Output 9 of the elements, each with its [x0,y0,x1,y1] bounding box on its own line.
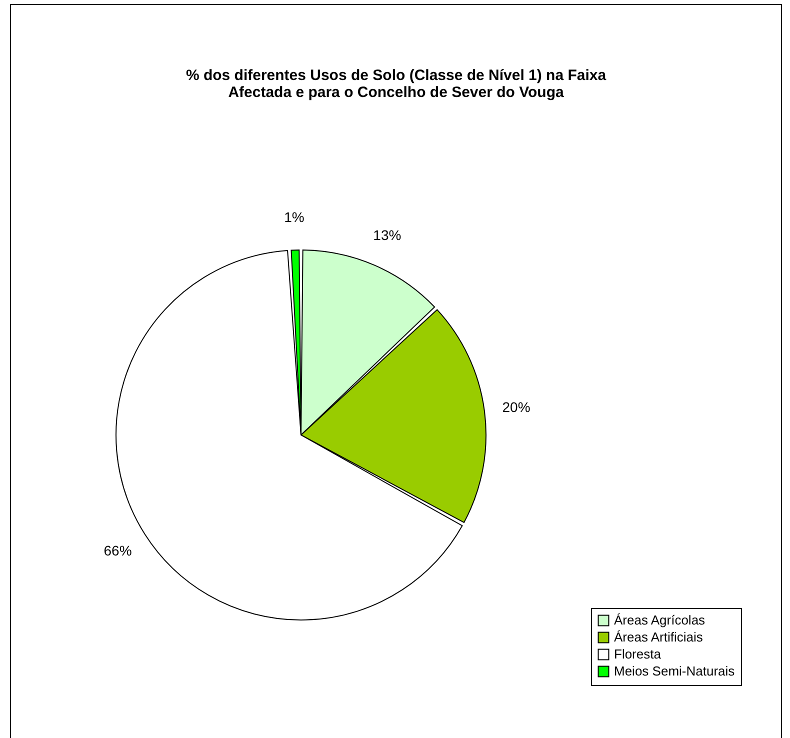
chart-title: % dos diferentes Usos de Solo (Classe de Nível 1) na Faixa Afectada e para o Concelho de Sever do Vouga [186,67,607,101]
data-label: 13% [373,226,402,243]
legend-label: Áreas Artificiais [614,630,704,644]
data-label: 20% [502,398,530,415]
legend-label: Floresta [614,646,662,662]
data-label: 1% [284,209,304,226]
legend-label: Meios Semi-Naturais [614,664,736,678]
data-label: 66% [104,542,132,558]
legend-label: Áreas Agrícolas [614,612,706,628]
